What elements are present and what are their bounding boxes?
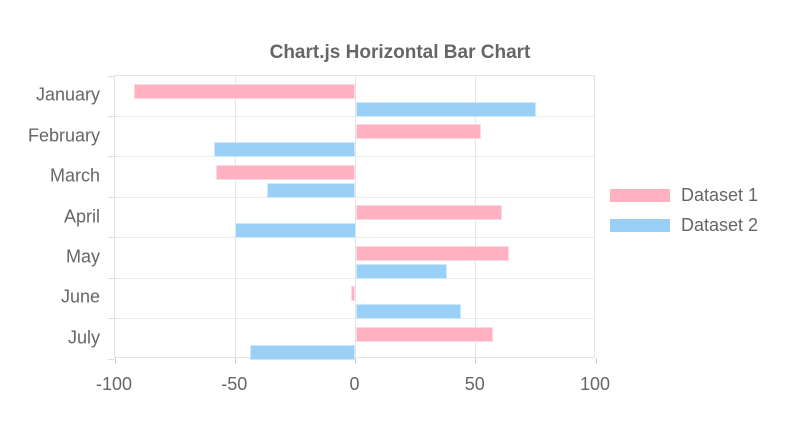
y-axis-labels: January February March April May June July (0, 75, 100, 358)
x-axis-tick-label: 100 (579, 374, 611, 394)
y-axis-category-label: April (63, 206, 100, 226)
bar-may-dataset1[interactable] (355, 245, 510, 261)
bar-february-dataset1[interactable] (355, 124, 481, 140)
legend: Dataset 1 Dataset 2 (610, 185, 758, 236)
x-axis-labels: -100 -50 0 50 100 (96, 374, 610, 396)
y-tick-mark (108, 318, 114, 320)
y-tick-mark (108, 358, 114, 360)
y-axis-category-label: February (27, 125, 100, 146)
y-tick-mark (108, 277, 114, 279)
x-axis-tick-label: 0 (349, 374, 360, 394)
y-axis-category-label: May (65, 246, 100, 267)
bar-april-dataset2[interactable] (235, 223, 356, 239)
bar-february-dataset2[interactable] (213, 142, 356, 158)
bar-march-dataset1[interactable] (216, 164, 356, 180)
y-tick-mark (108, 237, 114, 239)
bar-january-dataset1[interactable] (134, 84, 356, 99)
bar-march-dataset2[interactable] (266, 182, 356, 198)
x-axis-tick-label: -100 (95, 374, 133, 394)
bar-january-dataset2[interactable] (355, 102, 536, 117)
plot-area (108, 75, 597, 364)
bar-july-dataset2[interactable] (249, 344, 356, 360)
legend-item-dataset2[interactable]: Dataset 2 (610, 215, 758, 236)
gridline-horizontal (115, 115, 594, 117)
legend-swatch-dataset1 (610, 189, 670, 202)
bar-june-dataset2[interactable] (355, 304, 462, 320)
legend-label-dataset1: Dataset 1 (681, 185, 759, 205)
y-tick-mark (108, 115, 114, 117)
y-axis-category-label: March (49, 165, 100, 186)
bar-may-dataset2[interactable] (355, 263, 447, 279)
x-tick-mark (475, 358, 477, 364)
y-tick-mark (108, 196, 114, 198)
legend-label-dataset2: Dataset 2 (681, 215, 759, 235)
y-tick-mark (108, 75, 114, 77)
x-axis-tick-label: -50 (221, 374, 248, 394)
y-axis-category-label: June (60, 286, 100, 307)
x-tick-mark (234, 358, 236, 364)
bar-june-dataset1[interactable] (350, 286, 356, 302)
y-axis-category-label: July (67, 327, 100, 348)
bar-april-dataset1[interactable] (355, 205, 503, 221)
x-axis-tick-label: 50 (464, 374, 485, 394)
chart-title: Chart.js Horizontal Bar Chart (269, 42, 531, 63)
gridline-horizontal (115, 277, 594, 279)
x-tick-mark (355, 358, 356, 364)
x-tick-mark (595, 358, 597, 364)
legend-item-dataset1[interactable]: Dataset 1 (610, 185, 758, 206)
y-tick-mark (108, 156, 114, 158)
gridline-vertical (234, 76, 236, 357)
gridline-horizontal (115, 318, 594, 320)
bar-july-dataset1[interactable] (355, 326, 493, 342)
legend-swatch-dataset2 (610, 219, 670, 232)
y-axis-category-label: January (35, 84, 100, 105)
x-tick-mark (114, 358, 116, 364)
